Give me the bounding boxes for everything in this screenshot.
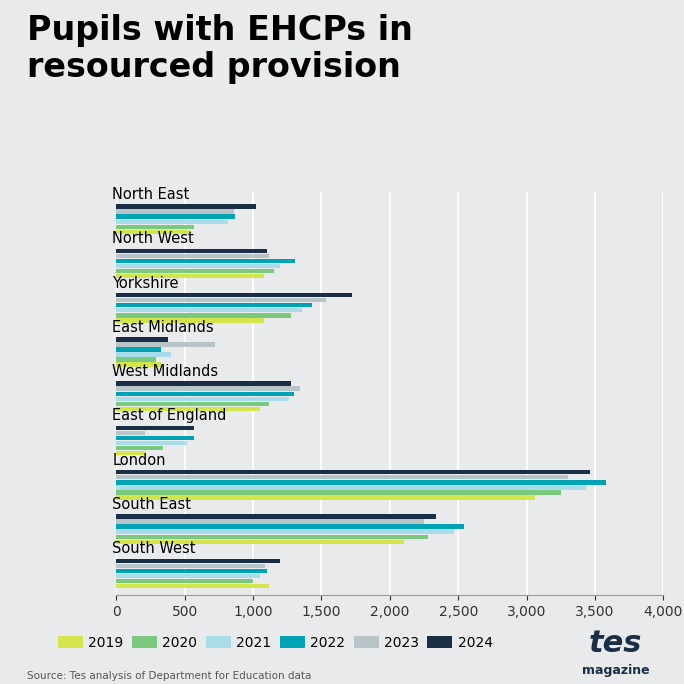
Bar [116,441,187,445]
Text: East Midlands: East Midlands [112,320,214,335]
Bar [116,485,586,490]
Bar [116,264,280,268]
Bar [116,298,326,302]
Bar [116,402,269,406]
Bar [116,342,215,347]
Bar [116,397,289,401]
Bar [116,391,294,396]
Text: Source: Tes analysis of Department for Education data: Source: Tes analysis of Department for E… [27,670,312,681]
Bar [116,490,561,495]
Bar [116,248,267,253]
Text: London: London [112,453,166,468]
Bar [116,564,265,568]
Bar [116,559,280,563]
Bar [116,269,274,274]
Bar [116,358,156,362]
Bar [116,209,234,214]
Bar [116,259,295,263]
Bar [116,519,424,524]
Text: magazine: magazine [582,664,649,677]
Bar [116,254,269,258]
Bar [116,574,260,578]
Bar [116,215,235,219]
Bar [116,386,300,391]
Bar [116,205,256,209]
Legend: 2019, 2020, 2021, 2022, 2023, 2024: 2019, 2020, 2021, 2022, 2023, 2024 [52,630,499,655]
Text: West Midlands: West Midlands [112,364,218,379]
Text: East of England: East of England [112,408,226,423]
Bar [116,293,352,298]
Bar [116,525,464,529]
Bar [116,584,269,588]
Bar [116,230,189,234]
Bar [116,431,145,435]
Bar [116,495,535,500]
Bar [116,382,291,386]
Bar [116,274,264,278]
Text: Pupils with EHCPs in
resourced provision: Pupils with EHCPs in resourced provision [27,14,413,83]
Bar [116,224,194,229]
Bar [116,534,428,539]
Bar [116,579,253,583]
Bar [116,540,404,544]
Bar [116,446,163,450]
Bar [116,318,264,323]
Bar [116,303,312,307]
Bar [116,529,454,534]
Bar [116,475,568,479]
Text: North East: North East [112,187,189,202]
Bar [116,514,436,518]
Text: Yorkshire: Yorkshire [112,276,179,291]
Bar [116,480,606,484]
Bar [116,436,194,440]
Bar [116,220,228,224]
Bar [116,347,161,352]
Bar [116,568,267,573]
Text: North West: North West [112,231,194,246]
Bar [116,407,260,411]
Text: tes: tes [589,629,642,658]
Bar [116,470,590,475]
Bar [116,425,194,430]
Bar [116,313,291,317]
Bar [116,308,302,313]
Bar [116,352,171,357]
Text: South West: South West [112,541,196,556]
Bar [116,337,168,341]
Text: South East: South East [112,497,191,512]
Bar [116,451,146,456]
Bar [116,363,161,367]
